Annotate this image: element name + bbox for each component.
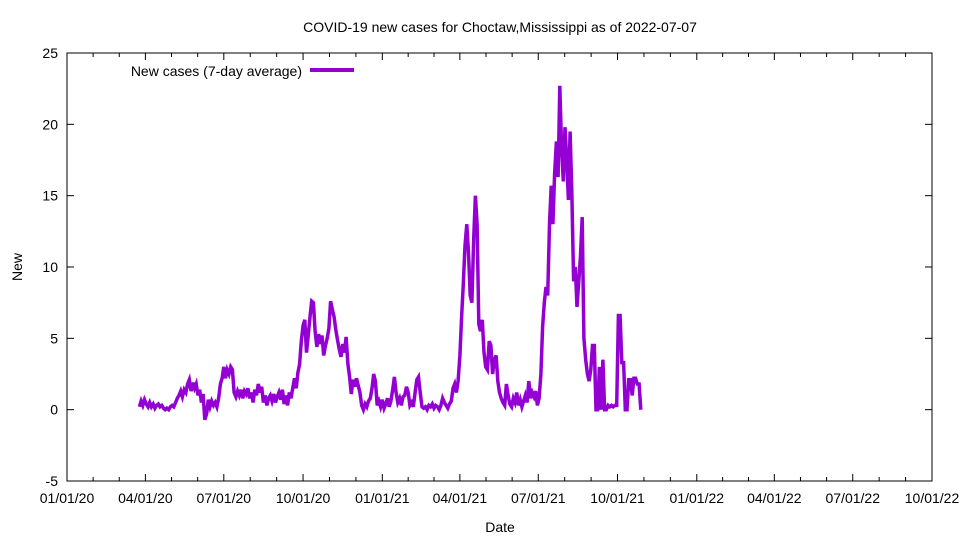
x-tick-label: 04/01/22 — [747, 490, 802, 506]
plot-area-border — [66, 52, 933, 482]
series-line — [137, 85, 643, 421]
x-tick-label: 01/01/22 — [670, 490, 725, 506]
x-tick-label: 07/01/22 — [825, 490, 880, 506]
series-layer — [137, 85, 643, 421]
x-tick-label: 01/01/21 — [355, 490, 410, 506]
x-axis-label: Date — [485, 519, 515, 535]
x-tick-label: 07/01/20 — [197, 490, 252, 506]
x-tick-label: 10/01/20 — [276, 490, 331, 506]
x-tick-label: 10/01/21 — [590, 490, 645, 506]
x-tick-label: 10/01/22 — [905, 490, 960, 506]
y-tick-label: 0 — [50, 402, 58, 418]
x-tick-label: 07/01/21 — [511, 490, 566, 506]
x-axis: 01/01/20 04/01/20 07/01/20 10/01/20 01/01/21… — [40, 53, 960, 506]
legend-label: New cases (7-day average) — [131, 63, 302, 79]
y-tick-label: 15 — [42, 188, 58, 204]
x-tick-label: 04/01/20 — [118, 490, 173, 506]
x-tick-label: 01/01/20 — [40, 490, 95, 506]
y-tick-label: 10 — [42, 259, 58, 275]
y-tick-label: 5 — [50, 330, 58, 346]
y-axis-label: New — [9, 252, 25, 281]
y-tick-label: -5 — [46, 473, 59, 489]
x-tick-label: 04/01/21 — [433, 490, 488, 506]
legend: New cases (7-day average) — [131, 63, 354, 79]
y-tick-label: 25 — [42, 45, 58, 61]
y-axis: -5 0 5 10 15 20 25 — [42, 45, 932, 489]
chart-title: COVID-19 new cases for Choctaw,Mississip… — [303, 19, 697, 35]
y-tick-label: 20 — [42, 116, 58, 132]
